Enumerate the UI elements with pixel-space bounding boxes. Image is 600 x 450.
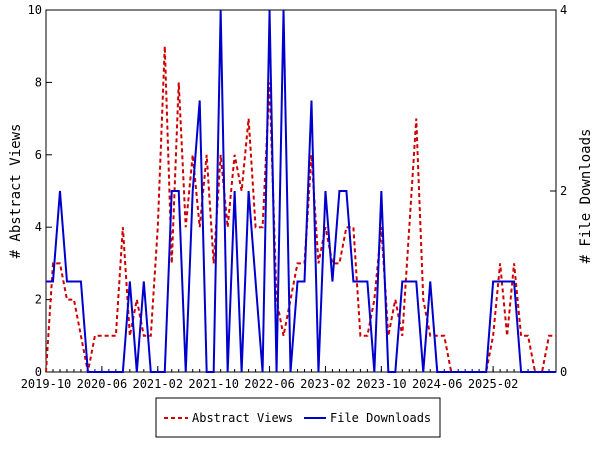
legend: Abstract Views File Downloads — [155, 397, 441, 438]
x-tick-label: 2020-06 — [77, 377, 128, 391]
x-tick-label: 2023-10 — [356, 377, 407, 391]
x-tick-label: 2021-02 — [132, 377, 183, 391]
right-axis-tick-label: 2 — [560, 184, 567, 198]
plot-area — [45, 9, 557, 373]
x-tick-label: 2023-02 — [300, 377, 351, 391]
x-tick-label: 2021-10 — [188, 377, 239, 391]
x-tick-label: 2019-10 — [21, 377, 72, 391]
legend-label-abstract-views: Abstract Views — [192, 411, 293, 425]
legend-box — [155, 397, 441, 438]
left-axis-tick-label: 6 — [35, 148, 42, 162]
series-layer — [45, 9, 556, 373]
left-axis-tick-label: 2 — [35, 293, 42, 307]
x-tick-label: 2024-06 — [412, 377, 463, 391]
right-axis-title: # File Downloads — [578, 129, 594, 264]
right-axis-tick-label: 0 — [560, 365, 567, 379]
series-line-file-downloads — [46, 9, 556, 373]
x-tick-label: 2022-06 — [244, 377, 295, 391]
x-axis-tick-labels: 2019-10 2020-06 2021-02 2021-10 2022-06 2023-… — [21, 377, 519, 391]
legend-label-file-downloads: File Downloads — [330, 411, 431, 425]
left-axis-tick-label: 8 — [35, 75, 42, 89]
right-axis-tick-label: 4 — [560, 3, 567, 17]
left-axis-tick-label: 0 — [35, 365, 42, 379]
x-tick-label: 2025-02 — [468, 377, 519, 391]
left-axis-tick-label: 4 — [35, 220, 42, 234]
left-axis-title: # Abstract Views — [8, 124, 24, 259]
left-axis-tick-labels: 0 2 4 6 8 10 — [28, 3, 52, 379]
left-axis-tick-label: 10 — [28, 3, 42, 17]
